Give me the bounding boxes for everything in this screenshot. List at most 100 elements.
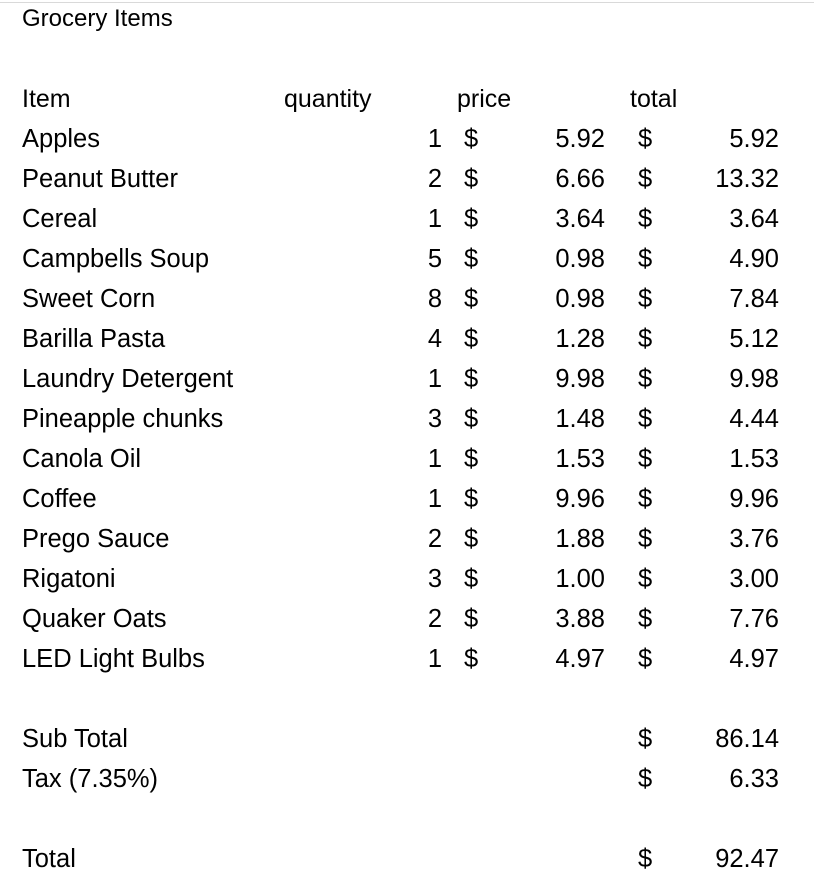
table-row: Laundry Detergent 1 $9.98 $9.98 <box>0 364 814 404</box>
tax-value: 6.33 <box>729 765 779 793</box>
item-price: 6.66 <box>555 165 605 193</box>
table-row: Campbells Soup 5 $0.98 $4.90 <box>0 244 814 284</box>
item-price: 1.48 <box>555 405 605 433</box>
table-row: Cereal 1 $3.64 $3.64 <box>0 204 814 244</box>
item-name: Campbells Soup <box>22 245 210 273</box>
currency-symbol: $ <box>638 845 653 873</box>
item-price: 9.98 <box>555 365 605 393</box>
item-name: Apples <box>22 125 100 153</box>
item-quantity: 5 <box>427 245 442 273</box>
item-name: Barilla Pasta <box>22 325 166 353</box>
item-price: 3.64 <box>555 205 605 233</box>
item-total: 9.96 <box>729 485 779 513</box>
table-row: LED Light Bulbs 1 $4.97 $4.97 <box>0 644 814 684</box>
table-row: Sweet Corn 8 $0.98 $7.84 <box>0 284 814 324</box>
currency-symbol: $ <box>638 205 653 233</box>
item-name: Pineapple chunks <box>22 405 224 433</box>
item-price: 1.53 <box>555 445 605 473</box>
item-price: 0.98 <box>555 245 605 273</box>
table-row: Pineapple chunks 3 $1.48 $4.44 <box>0 404 814 444</box>
tax-row: Tax (7.35%) $ 6.33 <box>0 764 814 804</box>
item-total: 1.53 <box>729 445 779 473</box>
header-price: price <box>457 85 512 113</box>
item-price: 0.98 <box>555 285 605 313</box>
item-quantity: 8 <box>427 285 442 313</box>
item-quantity: 1 <box>427 125 442 153</box>
currency-symbol: $ <box>464 205 479 233</box>
currency-symbol: $ <box>638 565 653 593</box>
item-name: Canola Oil <box>22 445 142 473</box>
item-name: Cereal <box>22 205 98 233</box>
item-total: 3.64 <box>729 205 779 233</box>
item-name: Rigatoni <box>22 565 116 593</box>
item-quantity: 2 <box>427 165 442 193</box>
item-price: 1.88 <box>555 525 605 553</box>
item-name: Sweet Corn <box>22 285 156 313</box>
item-rows: Apples 1 $5.92 $5.92 Peanut Butter 2 $6.66 $13.… <box>0 124 814 684</box>
item-total: 3.00 <box>729 565 779 593</box>
item-quantity: 4 <box>427 325 442 353</box>
subtotal-value: 86.14 <box>715 725 779 753</box>
table-row: Prego Sauce 2 $1.88 $3.76 <box>0 524 814 564</box>
currency-symbol: $ <box>464 165 479 193</box>
item-quantity: 2 <box>427 525 442 553</box>
subtotal-label: Sub Total <box>22 725 128 753</box>
item-price: 5.92 <box>555 125 605 153</box>
table-row: Rigatoni 3 $1.00 $3.00 <box>0 564 814 604</box>
item-quantity: 3 <box>427 565 442 593</box>
item-total: 4.97 <box>729 645 779 673</box>
currency-symbol: $ <box>638 725 653 753</box>
item-total: 5.12 <box>729 325 779 353</box>
table-row: Apples 1 $5.92 $5.92 <box>0 124 814 164</box>
item-quantity: 1 <box>427 445 442 473</box>
subtotal-row: Sub Total $ 86.14 <box>0 724 814 764</box>
item-name: Prego Sauce <box>22 525 170 553</box>
item-total: 3.76 <box>729 525 779 553</box>
currency-symbol: $ <box>638 165 653 193</box>
item-name: Laundry Detergent <box>22 365 234 393</box>
currency-symbol: $ <box>464 245 479 273</box>
currency-symbol: $ <box>638 445 653 473</box>
item-name: LED Light Bulbs <box>22 645 205 673</box>
currency-symbol: $ <box>638 405 653 433</box>
item-quantity: 1 <box>427 485 442 513</box>
item-total: 7.76 <box>729 605 779 633</box>
currency-symbol: $ <box>638 605 653 633</box>
currency-symbol: $ <box>464 285 479 313</box>
currency-symbol: $ <box>464 605 479 633</box>
currency-symbol: $ <box>638 645 653 673</box>
item-price: 4.97 <box>555 645 605 673</box>
table-row: Canola Oil 1 $1.53 $1.53 <box>0 444 814 484</box>
currency-symbol: $ <box>638 765 653 793</box>
item-quantity: 1 <box>427 645 442 673</box>
currency-symbol: $ <box>638 285 653 313</box>
item-quantity: 3 <box>427 405 442 433</box>
item-price: 9.96 <box>555 485 605 513</box>
currency-symbol: $ <box>464 365 479 393</box>
item-quantity: 1 <box>427 365 442 393</box>
grand-total-row: Total $ 92.47 <box>0 844 814 884</box>
item-total: 13.32 <box>715 165 779 193</box>
item-total: 9.98 <box>729 365 779 393</box>
item-price: 3.88 <box>555 605 605 633</box>
currency-symbol: $ <box>638 125 653 153</box>
table-row: Coffee 1 $9.96 $9.96 <box>0 484 814 524</box>
item-name: Quaker Oats <box>22 605 167 633</box>
currency-symbol: $ <box>638 485 653 513</box>
currency-symbol: $ <box>464 325 479 353</box>
top-border <box>0 2 814 3</box>
grand-total-label: Total <box>22 845 76 873</box>
currency-symbol: $ <box>464 525 479 553</box>
table-row: Quaker Oats 2 $3.88 $7.76 <box>0 604 814 644</box>
currency-symbol: $ <box>638 365 653 393</box>
header-quantity: quantity <box>284 85 372 113</box>
item-price: 1.00 <box>555 565 605 593</box>
currency-symbol: $ <box>638 325 653 353</box>
currency-symbol: $ <box>638 525 653 553</box>
item-name: Coffee <box>22 485 97 513</box>
table-row: Barilla Pasta 4 $1.28 $5.12 <box>0 324 814 364</box>
sheet-title: Grocery Items <box>22 5 173 32</box>
item-total: 5.92 <box>729 125 779 153</box>
currency-symbol: $ <box>464 645 479 673</box>
item-total: 7.84 <box>729 285 779 313</box>
